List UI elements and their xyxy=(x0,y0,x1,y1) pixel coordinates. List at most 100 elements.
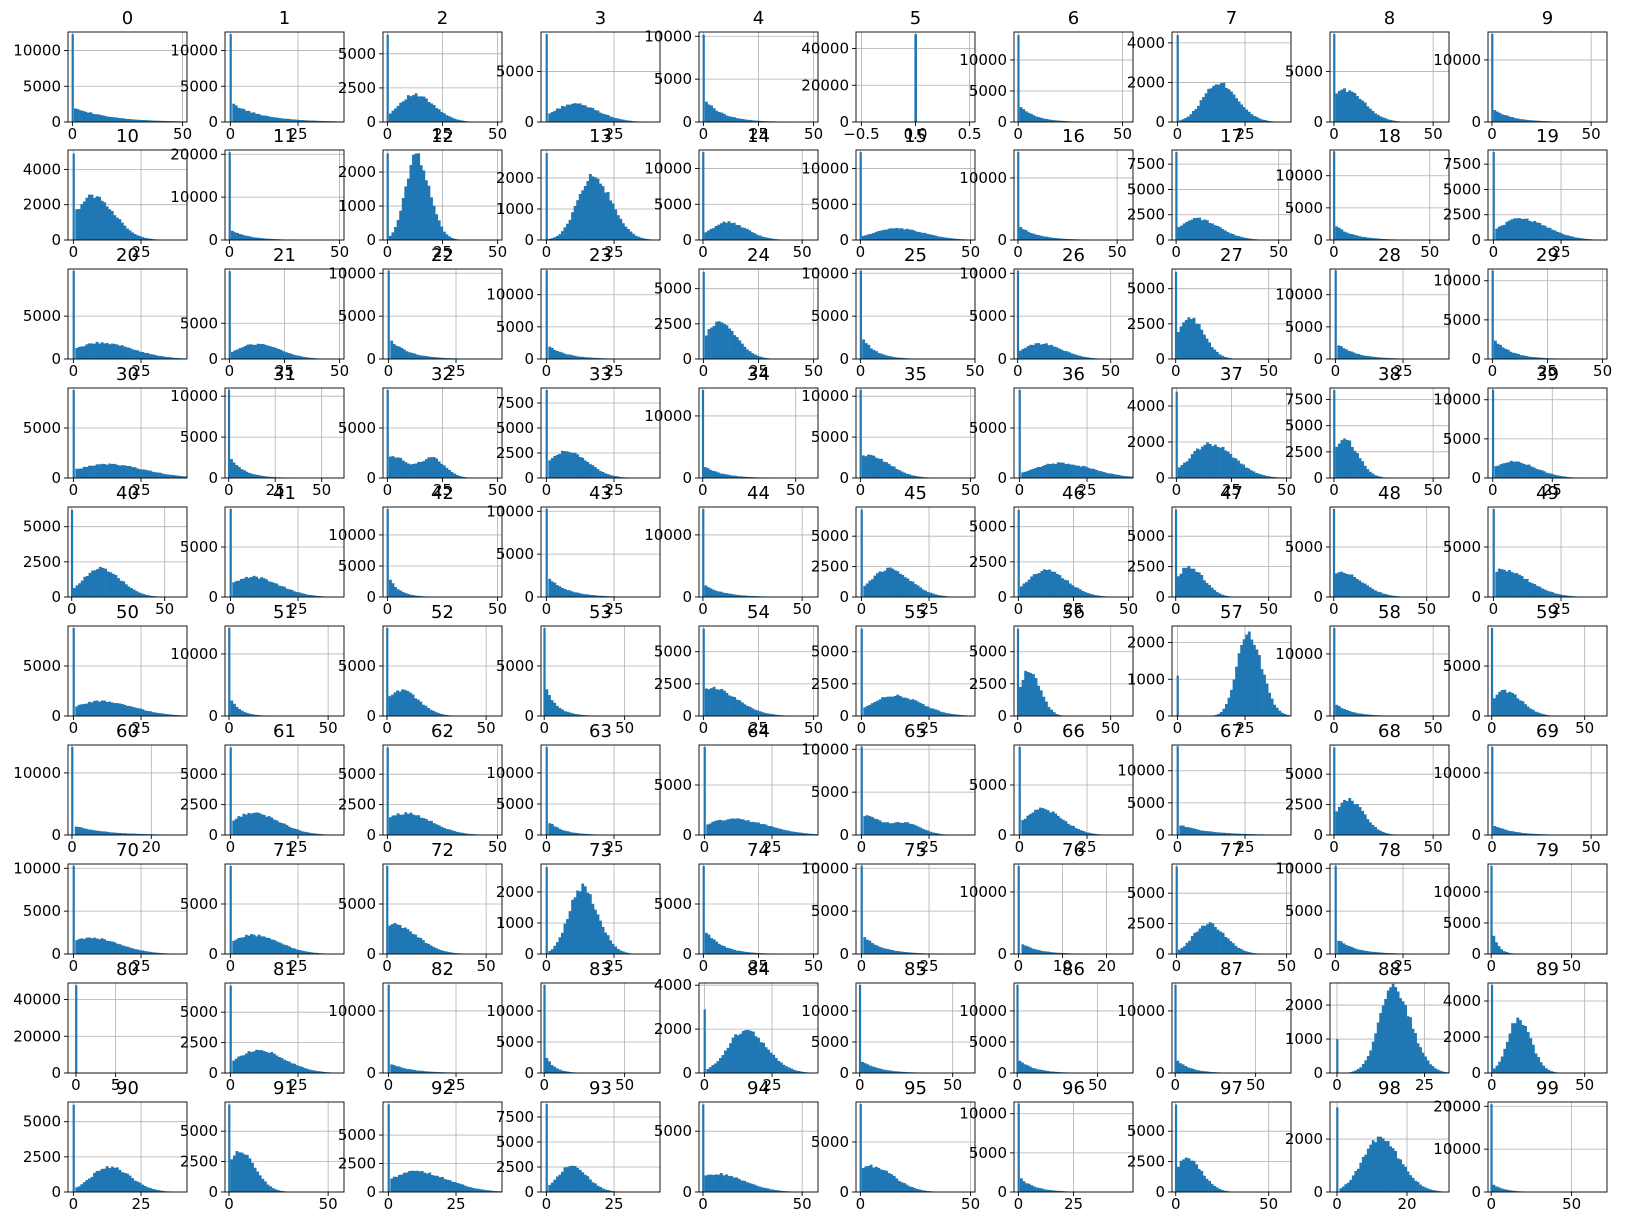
histogram-bar xyxy=(1351,1071,1355,1073)
histogram-bar xyxy=(934,709,938,716)
histogram-bar xyxy=(873,1067,877,1073)
histogram-bar xyxy=(1355,353,1358,359)
histogram-bar xyxy=(75,209,79,240)
histogram-bar xyxy=(115,117,118,122)
histogram-bar xyxy=(1371,238,1375,240)
histogram-bar xyxy=(941,237,945,240)
histogram-bar xyxy=(107,832,111,835)
histogram-bar xyxy=(733,117,737,122)
histogram-bar xyxy=(138,469,142,478)
panel-title: 75 xyxy=(904,840,927,861)
histogram-bar xyxy=(869,454,873,478)
y-tick-label: 0 xyxy=(366,113,376,131)
histogram-bar xyxy=(484,1190,488,1192)
histogram-bar xyxy=(1381,238,1385,240)
histogram-bar xyxy=(102,831,106,835)
panel-title: 41 xyxy=(273,483,296,504)
histogram-bar xyxy=(414,698,418,716)
histogram-bar xyxy=(1506,830,1510,835)
histogram-bar xyxy=(1376,829,1380,835)
histogram-bar xyxy=(759,1042,763,1073)
y-tick-label: 0 xyxy=(682,826,692,844)
histogram-bar xyxy=(271,1188,275,1192)
histogram-bar xyxy=(1177,331,1180,359)
histogram-bar xyxy=(75,1187,79,1192)
y-tick-label: 0 xyxy=(1471,231,1481,249)
histogram-bar xyxy=(247,935,251,954)
panel-title: 90 xyxy=(116,1078,139,1099)
histogram-bar xyxy=(401,689,405,716)
x-tick-label: 50 xyxy=(330,243,349,261)
x-tick-label: 50 xyxy=(319,1195,338,1213)
histogram-bar xyxy=(245,712,249,716)
panel-title: 80 xyxy=(116,959,139,980)
histogram-bar xyxy=(911,581,915,597)
zero-value-bar xyxy=(70,509,74,597)
histogram-bar xyxy=(915,1188,919,1192)
panel-title: 88 xyxy=(1378,959,1401,980)
histogram-bar xyxy=(880,353,883,359)
x-tick-label: 0 xyxy=(1486,1195,1496,1213)
histogram-bar xyxy=(1521,701,1525,716)
histogram-bar xyxy=(280,823,284,835)
histogram-bar xyxy=(300,593,304,597)
histogram-bar xyxy=(1218,354,1222,359)
y-tick-label: 5000 xyxy=(1443,657,1481,675)
histogram-bar xyxy=(797,1070,801,1073)
histogram-bar xyxy=(1051,952,1055,954)
histogram-bar xyxy=(746,119,749,122)
axes-frame xyxy=(1487,387,1608,479)
histogram-bar xyxy=(898,573,902,597)
histogram-bar xyxy=(772,1054,776,1073)
histogram-bar xyxy=(869,348,873,359)
histogram-bar xyxy=(118,465,122,478)
zero-value-bar xyxy=(1174,1104,1178,1192)
histogram-bar xyxy=(1368,587,1372,597)
histogram-bar xyxy=(921,477,924,478)
histogram-bar xyxy=(1389,987,1393,1073)
panel-title: 32 xyxy=(431,364,454,385)
histogram-bar xyxy=(735,1177,739,1192)
histogram-bar xyxy=(1027,579,1031,597)
histogram-bar xyxy=(235,1151,239,1192)
histogram-bar xyxy=(1568,236,1572,240)
histogram-bar xyxy=(1211,446,1215,478)
histogram-bar xyxy=(274,1189,278,1192)
panel-title: 19 xyxy=(1536,126,1559,147)
histogram-bar xyxy=(1513,573,1516,597)
histogram-bar xyxy=(1031,812,1035,835)
axes-frame xyxy=(67,149,188,241)
histogram-bar xyxy=(267,938,271,954)
x-tick-label: 25 xyxy=(1222,481,1241,499)
histogram-bar xyxy=(624,120,628,122)
histogram-bar xyxy=(758,711,762,716)
histogram-bar xyxy=(1394,987,1398,1073)
histogram-bar xyxy=(1358,98,1362,122)
zero-value-bar xyxy=(229,747,232,835)
histogram-bar xyxy=(260,1050,264,1073)
y-tick-label: 0 xyxy=(682,707,692,725)
histogram-bar xyxy=(1505,1189,1509,1192)
axes-frame xyxy=(1013,149,1134,241)
histogram-bar xyxy=(1192,568,1196,597)
histogram-bar xyxy=(906,822,910,835)
zero-value-bar xyxy=(72,865,75,954)
histogram-bar xyxy=(241,234,245,240)
histogram-bar xyxy=(704,688,708,716)
panel-title: 69 xyxy=(1536,721,1559,742)
histogram-bar xyxy=(153,712,157,716)
histogram-bar xyxy=(412,595,415,597)
zero-value-bar xyxy=(228,1104,231,1192)
histogram-bar xyxy=(583,460,587,478)
histogram-bar xyxy=(260,936,264,954)
histogram-bar xyxy=(1370,356,1374,359)
histogram-bar xyxy=(730,696,734,716)
x-tick-label: 0 xyxy=(67,838,77,856)
histogram-bar xyxy=(1345,709,1349,716)
histogram-bar xyxy=(1337,806,1341,835)
histogram-bar xyxy=(1373,590,1377,597)
histogram-bar xyxy=(918,476,922,478)
